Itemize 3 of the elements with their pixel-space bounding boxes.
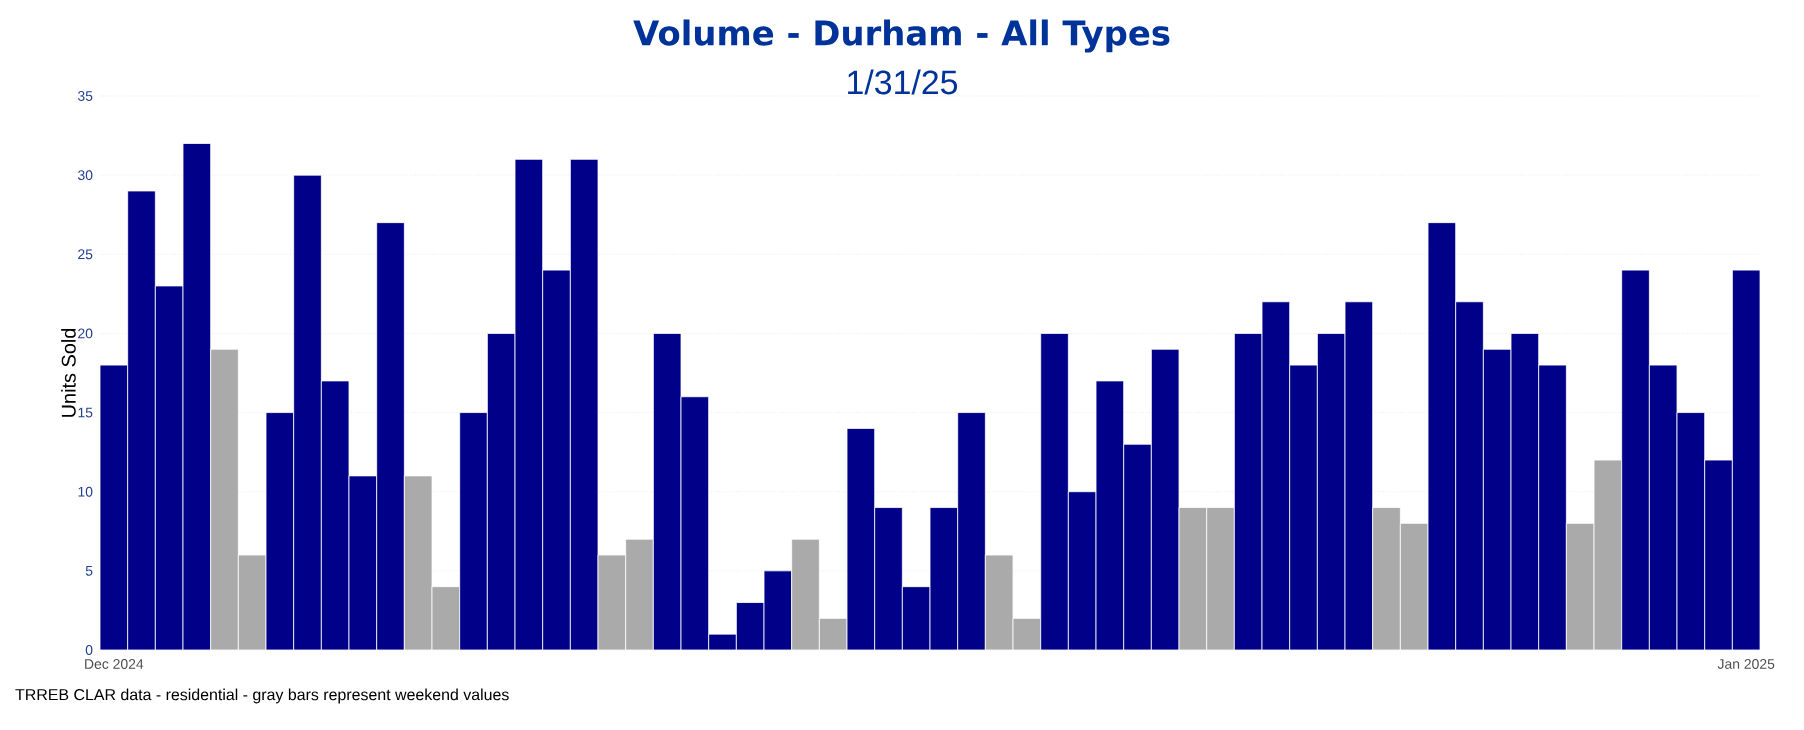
chart-subtitle: 1/31/25 (848, 69, 958, 95)
chart-title: Volume - Durham - All Types (633, 19, 1170, 53)
y-axis-title: Units Sold (61, 328, 76, 417)
